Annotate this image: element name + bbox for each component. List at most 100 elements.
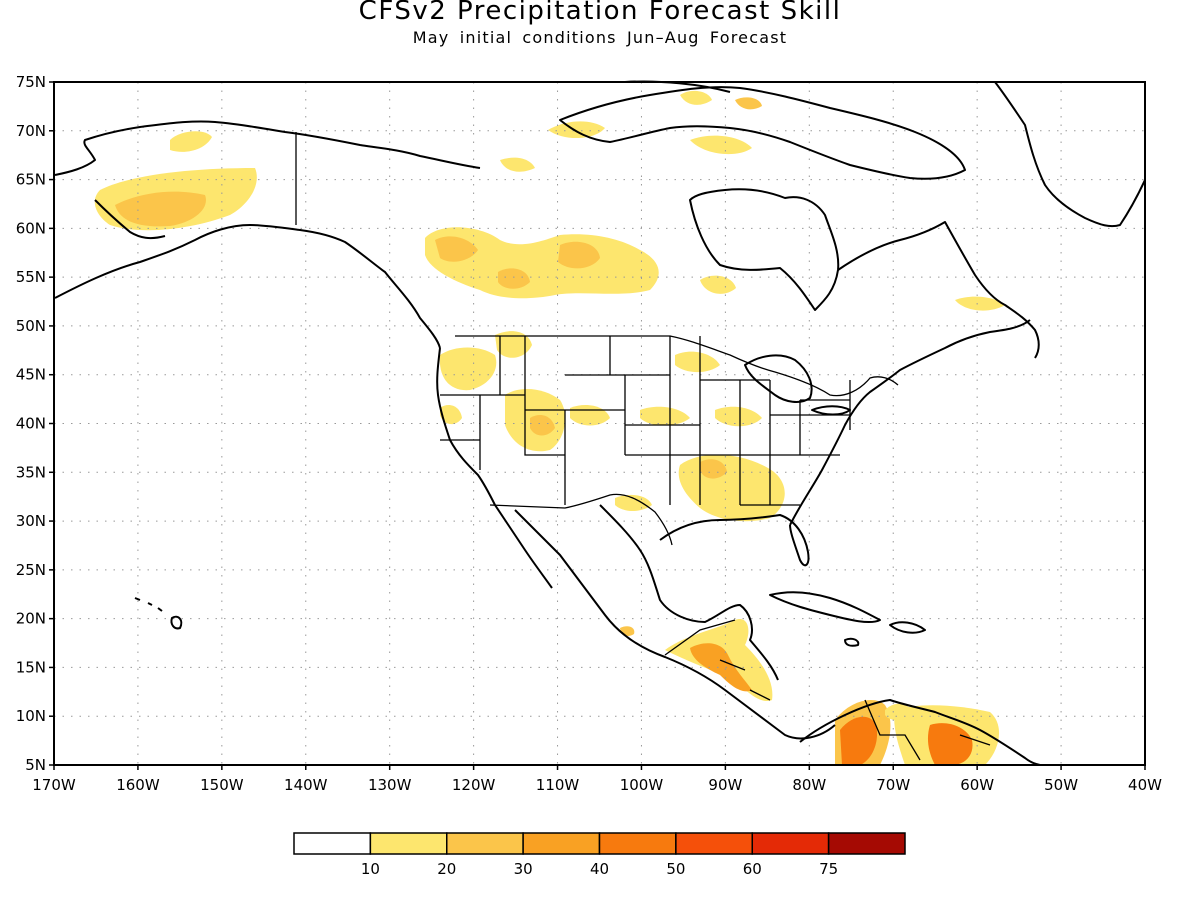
lat-label: 55N <box>16 268 46 286</box>
skill-area-canada <box>425 227 659 299</box>
lon-label: 110W <box>536 776 580 794</box>
coastline-gulf-mexico <box>599 504 779 681</box>
lat-label: 75N <box>16 73 46 91</box>
coastline-baja <box>494 504 553 589</box>
skill-area-arctic-1 <box>548 121 605 139</box>
lon-label: 70W <box>876 776 910 794</box>
borders <box>295 132 991 761</box>
coastline-arctic-islands <box>559 86 966 180</box>
lat-label: 10N <box>16 707 46 725</box>
colorbar-label: 60 <box>743 860 762 878</box>
skill-area-plains <box>640 406 690 426</box>
lon-label: 40W <box>1128 776 1162 794</box>
skill-area-mexico-dot <box>620 626 635 636</box>
skill-area-arctic-5 <box>500 157 535 172</box>
colorbar-label: 20 <box>437 860 456 878</box>
lat-label: 35N <box>16 463 46 481</box>
lat-label: 65N <box>16 171 46 189</box>
colorbar-swatch <box>827 832 906 855</box>
skill-area-greatbasin-core <box>530 415 555 436</box>
colorbar-swatch <box>675 832 753 855</box>
skill-area-alaska-core <box>115 191 206 227</box>
latin-america-borders <box>664 619 991 761</box>
coastline-bristol <box>94 199 166 240</box>
border-us-mexico <box>489 493 673 546</box>
skill-area-canada-core-3 <box>498 268 530 289</box>
lat-label: 25N <box>16 561 46 579</box>
map-title: CFSv2 Precipitation Forecast Skill <box>358 0 842 26</box>
colorbar: 10 20 30 40 50 60 75 <box>293 832 906 878</box>
skill-shading <box>94 90 1005 765</box>
coastline-alaska-bc <box>54 224 441 349</box>
lon-label: 120W <box>452 776 496 794</box>
colorbar-swatch <box>751 832 830 855</box>
us-state-lines <box>440 336 851 506</box>
colorbar-swatch <box>369 832 448 855</box>
lat-label: 5N <box>25 756 46 774</box>
coastline-south-america <box>799 699 1041 766</box>
skill-area-southeast-core <box>700 459 727 479</box>
coastlines <box>54 80 1146 766</box>
skill-area-minnesota <box>675 351 720 373</box>
coastline-mexico-pacific <box>514 509 836 740</box>
lat-label: 45N <box>16 366 46 384</box>
colorbar-swatch <box>293 832 372 855</box>
lake-erie <box>811 405 851 416</box>
lon-label: 60W <box>960 776 994 794</box>
skill-area-wyoming <box>570 405 610 426</box>
skill-area-southeast <box>678 454 785 522</box>
colorbar-swatch <box>598 832 677 855</box>
skill-area-arctic-4 <box>690 135 752 155</box>
skill-area-texas <box>615 494 652 512</box>
coastline-cuba <box>769 591 881 624</box>
colorbar-swatch <box>446 832 524 855</box>
skill-area-arctic-2 <box>680 90 712 105</box>
skill-area-arctic-3 <box>735 97 762 110</box>
great-lakes <box>744 354 813 403</box>
coastline-us-east <box>789 319 1031 526</box>
skill-area-venezuela-core <box>927 723 973 765</box>
latitude-labels: 75N 70N 65N 60N 55N 50N 45N 40N 35N 30N 25N 20N 15N 1… <box>16 73 54 774</box>
skill-area-hudson <box>700 275 736 294</box>
coastline-hudson-bay <box>689 188 840 311</box>
lon-label: 90W <box>708 776 742 794</box>
lon-label: 140W <box>284 776 328 794</box>
hawaii-chain <box>134 597 163 612</box>
skill-area-illinois <box>715 406 762 427</box>
skill-area-labrador <box>955 296 1005 311</box>
skill-area-pnw <box>439 347 497 391</box>
lon-label: 100W <box>620 776 664 794</box>
skill-area-canada-core-1 <box>435 236 478 262</box>
colorbar-label: 50 <box>666 860 685 878</box>
lat-label: 30N <box>16 512 46 530</box>
hawaii <box>170 615 183 630</box>
lon-label: 130W <box>368 776 412 794</box>
colorbar-swatch <box>522 832 601 855</box>
lat-label: 60N <box>16 219 46 237</box>
graticule <box>54 82 1145 765</box>
lat-label: 40N <box>16 415 46 433</box>
map-subtitle: May initial conditions Jun–Aug Forecast <box>412 28 788 47</box>
skill-area-alaska-north <box>170 131 212 152</box>
lon-label: 50W <box>1044 776 1078 794</box>
lon-label: 80W <box>792 776 826 794</box>
colorbar-label: 75 <box>819 860 838 878</box>
border-us-canada <box>455 335 899 397</box>
coastline-labrador <box>837 221 1040 359</box>
skill-area-colombia-core <box>840 716 878 765</box>
skill-area-canada-core-2 <box>558 241 600 269</box>
colorbar-label: 10 <box>361 860 380 878</box>
longitude-labels: 170W 160W 150W 140W 130W 120W 110W 100W 90W 80W 70… <box>32 765 1162 794</box>
lat-label: 20N <box>16 610 46 628</box>
lat-label: 50N <box>16 317 46 335</box>
skill-area-california <box>440 405 462 425</box>
coastline-arctic-alaska <box>54 120 481 176</box>
colorbar-label: 40 <box>590 860 609 878</box>
lon-label: 160W <box>116 776 160 794</box>
lon-label: 170W <box>32 776 76 794</box>
lat-label: 15N <box>16 658 46 676</box>
lon-label: 150W <box>200 776 244 794</box>
colorbar-label: 30 <box>514 860 533 878</box>
coastline-gulf-us <box>659 514 810 567</box>
